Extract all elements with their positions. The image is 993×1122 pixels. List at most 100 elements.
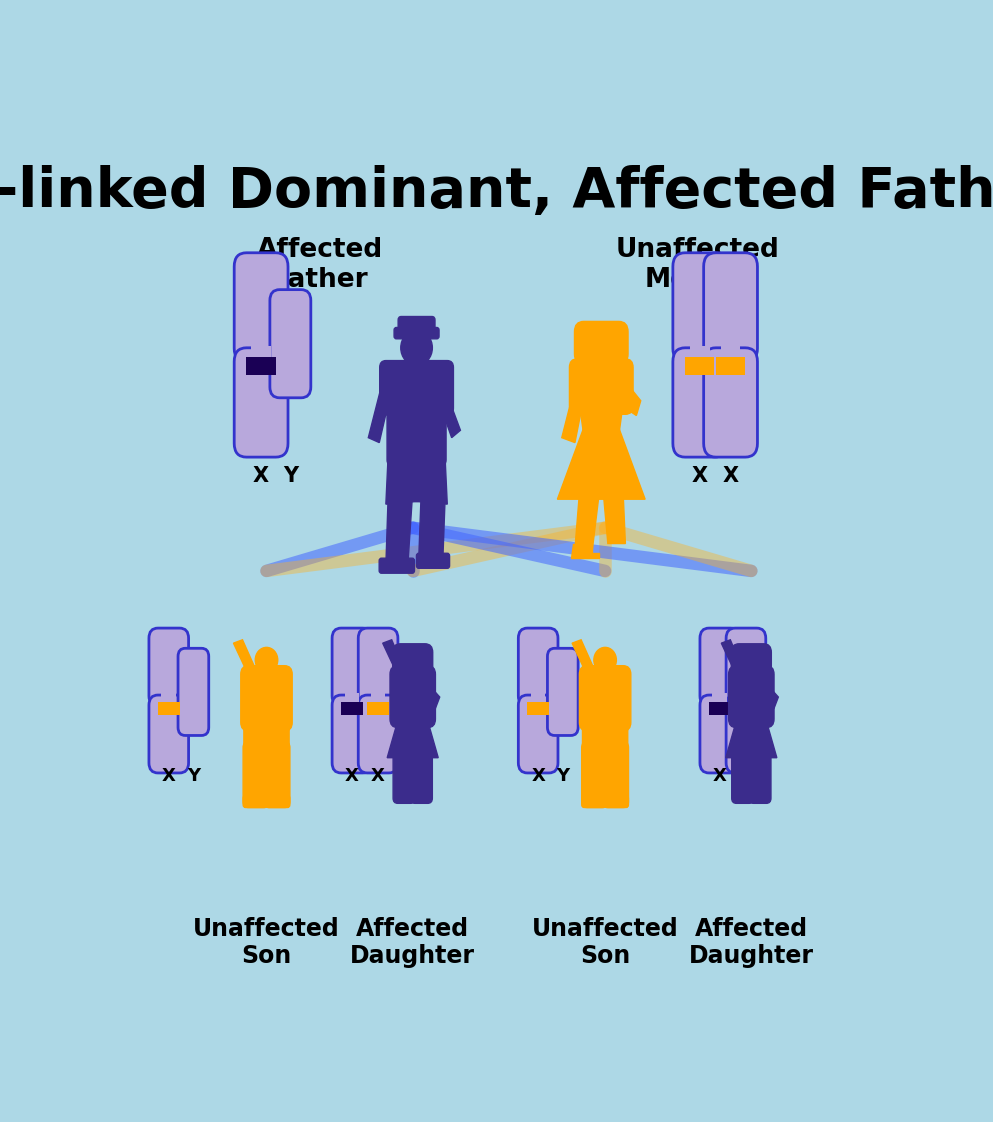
FancyBboxPatch shape bbox=[569, 359, 634, 414]
FancyBboxPatch shape bbox=[390, 665, 435, 727]
Circle shape bbox=[402, 647, 424, 672]
FancyBboxPatch shape bbox=[379, 558, 414, 573]
FancyBboxPatch shape bbox=[547, 649, 578, 735]
Polygon shape bbox=[432, 371, 461, 438]
FancyBboxPatch shape bbox=[342, 702, 362, 715]
FancyBboxPatch shape bbox=[246, 357, 276, 376]
Text: X: X bbox=[713, 766, 727, 785]
FancyBboxPatch shape bbox=[704, 252, 758, 362]
FancyBboxPatch shape bbox=[735, 702, 757, 715]
FancyBboxPatch shape bbox=[149, 695, 189, 773]
FancyBboxPatch shape bbox=[518, 695, 558, 773]
Polygon shape bbox=[571, 543, 599, 559]
FancyBboxPatch shape bbox=[394, 328, 439, 339]
FancyBboxPatch shape bbox=[721, 346, 741, 365]
FancyBboxPatch shape bbox=[240, 665, 292, 730]
FancyBboxPatch shape bbox=[603, 742, 629, 808]
FancyBboxPatch shape bbox=[579, 665, 631, 730]
FancyBboxPatch shape bbox=[709, 702, 731, 715]
FancyBboxPatch shape bbox=[700, 628, 740, 706]
Text: X-linked Dominant, Affected Father: X-linked Dominant, Affected Father bbox=[0, 165, 993, 219]
Circle shape bbox=[741, 647, 763, 672]
FancyBboxPatch shape bbox=[732, 749, 754, 803]
FancyBboxPatch shape bbox=[158, 702, 180, 715]
Polygon shape bbox=[613, 675, 630, 717]
FancyBboxPatch shape bbox=[244, 716, 289, 756]
Polygon shape bbox=[575, 495, 599, 549]
Text: Y: Y bbox=[283, 466, 298, 486]
FancyBboxPatch shape bbox=[234, 252, 288, 362]
Polygon shape bbox=[562, 369, 588, 442]
FancyBboxPatch shape bbox=[673, 348, 727, 457]
Text: X: X bbox=[162, 766, 176, 785]
Text: Unaffected
Mother: Unaffected Mother bbox=[616, 237, 780, 293]
FancyBboxPatch shape bbox=[234, 348, 288, 457]
FancyBboxPatch shape bbox=[690, 346, 710, 365]
Polygon shape bbox=[604, 495, 626, 543]
FancyBboxPatch shape bbox=[149, 628, 189, 706]
Circle shape bbox=[255, 647, 278, 672]
FancyBboxPatch shape bbox=[747, 668, 756, 675]
Text: X: X bbox=[739, 766, 753, 785]
FancyBboxPatch shape bbox=[178, 649, 209, 735]
FancyBboxPatch shape bbox=[332, 628, 371, 706]
FancyBboxPatch shape bbox=[739, 693, 754, 708]
Text: Unaffected
Son: Unaffected Son bbox=[193, 917, 340, 968]
FancyBboxPatch shape bbox=[243, 742, 269, 808]
Circle shape bbox=[594, 647, 617, 672]
FancyBboxPatch shape bbox=[704, 348, 758, 457]
Polygon shape bbox=[419, 499, 445, 559]
FancyBboxPatch shape bbox=[387, 399, 446, 466]
Polygon shape bbox=[572, 640, 595, 675]
Polygon shape bbox=[761, 680, 779, 709]
Polygon shape bbox=[386, 499, 412, 565]
FancyBboxPatch shape bbox=[582, 742, 608, 808]
FancyBboxPatch shape bbox=[700, 695, 740, 773]
Text: Affected
Daughter: Affected Daughter bbox=[351, 917, 476, 968]
FancyBboxPatch shape bbox=[726, 628, 766, 706]
FancyBboxPatch shape bbox=[358, 628, 398, 706]
Polygon shape bbox=[274, 675, 291, 717]
Polygon shape bbox=[233, 640, 256, 675]
FancyBboxPatch shape bbox=[243, 795, 267, 808]
FancyBboxPatch shape bbox=[716, 357, 745, 376]
FancyBboxPatch shape bbox=[729, 665, 774, 727]
Text: X: X bbox=[253, 466, 269, 486]
Polygon shape bbox=[382, 640, 405, 675]
FancyBboxPatch shape bbox=[596, 359, 607, 369]
Circle shape bbox=[586, 330, 617, 364]
FancyBboxPatch shape bbox=[583, 716, 628, 756]
FancyBboxPatch shape bbox=[392, 644, 433, 675]
Polygon shape bbox=[615, 376, 640, 415]
FancyBboxPatch shape bbox=[264, 742, 290, 808]
FancyBboxPatch shape bbox=[332, 695, 371, 773]
Polygon shape bbox=[579, 403, 624, 435]
Polygon shape bbox=[422, 680, 440, 709]
FancyBboxPatch shape bbox=[527, 702, 549, 715]
FancyBboxPatch shape bbox=[398, 316, 435, 335]
FancyBboxPatch shape bbox=[601, 668, 610, 675]
Text: X: X bbox=[345, 766, 358, 785]
Polygon shape bbox=[726, 716, 777, 757]
FancyBboxPatch shape bbox=[266, 795, 290, 808]
FancyBboxPatch shape bbox=[251, 346, 271, 365]
FancyBboxPatch shape bbox=[518, 628, 558, 706]
FancyBboxPatch shape bbox=[270, 289, 311, 398]
FancyBboxPatch shape bbox=[367, 702, 389, 715]
Text: X: X bbox=[371, 766, 385, 785]
FancyBboxPatch shape bbox=[685, 357, 714, 376]
FancyBboxPatch shape bbox=[262, 668, 271, 675]
FancyBboxPatch shape bbox=[749, 749, 771, 803]
FancyBboxPatch shape bbox=[582, 795, 606, 808]
FancyBboxPatch shape bbox=[605, 795, 629, 808]
Text: Affected
Father: Affected Father bbox=[257, 237, 383, 293]
FancyBboxPatch shape bbox=[370, 693, 385, 708]
FancyBboxPatch shape bbox=[345, 693, 359, 708]
FancyBboxPatch shape bbox=[712, 693, 727, 708]
FancyBboxPatch shape bbox=[575, 321, 628, 365]
Polygon shape bbox=[368, 369, 394, 442]
Polygon shape bbox=[557, 427, 645, 499]
FancyBboxPatch shape bbox=[358, 695, 398, 773]
FancyBboxPatch shape bbox=[410, 359, 423, 369]
Text: Y: Y bbox=[556, 766, 569, 785]
